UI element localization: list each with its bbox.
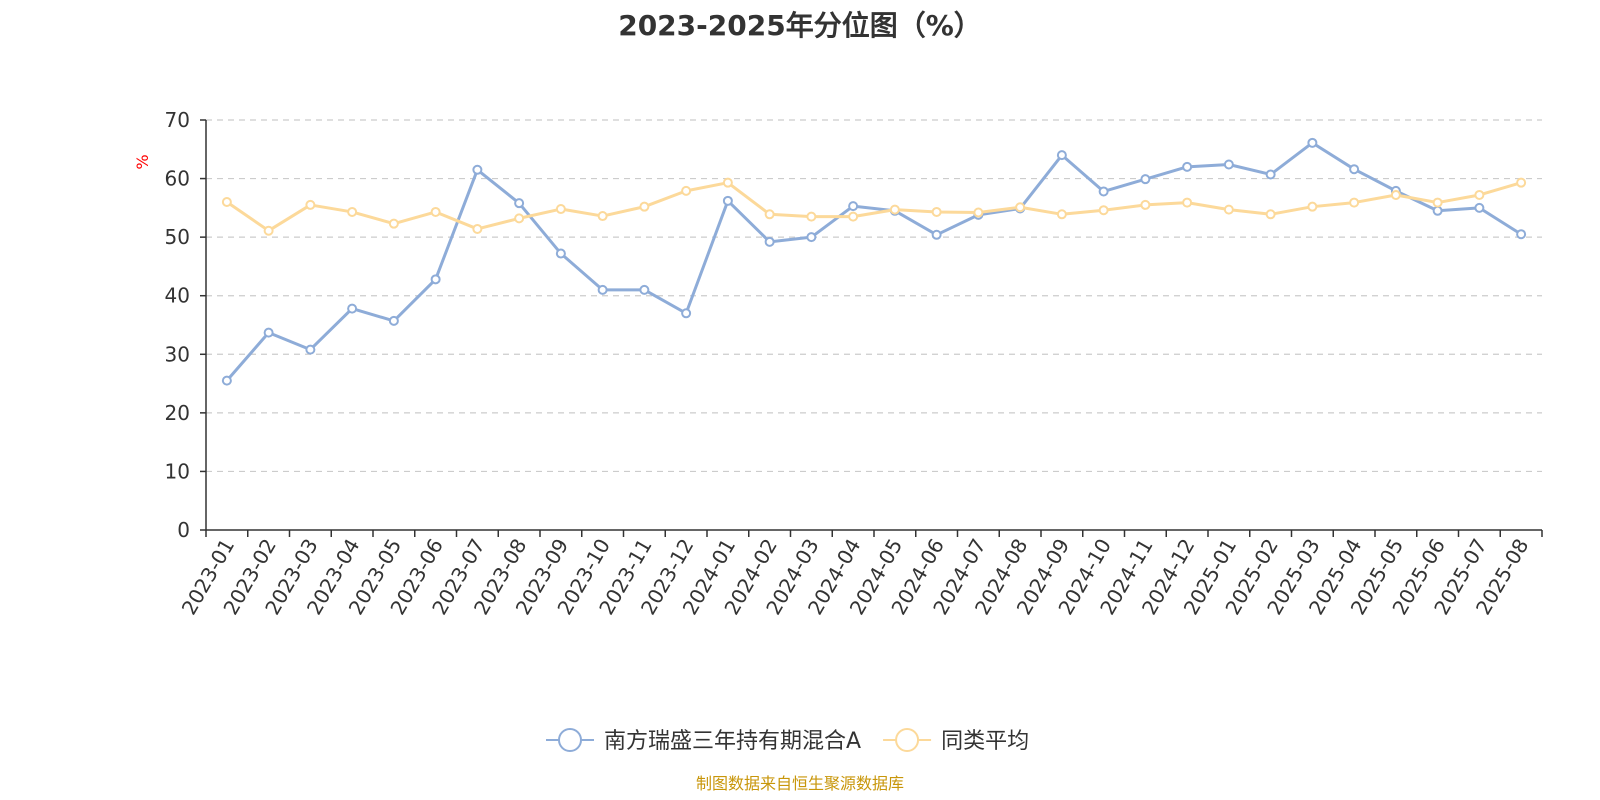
data-point[interactable] (1307, 201, 1318, 212)
y-tick-label: 20 (165, 401, 190, 425)
y-tick-label: 0 (177, 518, 190, 542)
data-point[interactable] (848, 211, 859, 222)
chart-title: 2023-2025年分位图（%） (618, 9, 982, 42)
data-point[interactable] (848, 201, 859, 212)
data-point[interactable] (1182, 161, 1193, 172)
series-line (226, 181, 1522, 233)
data-point[interactable] (1265, 169, 1276, 180)
data-point[interactable] (639, 284, 650, 295)
data-point[interactable] (1307, 137, 1318, 148)
data-point[interactable] (472, 223, 483, 234)
y-axis: 0 10 20 30 40 50 60 70% (133, 108, 207, 542)
data-point[interactable] (1265, 209, 1276, 220)
data-point[interactable] (597, 284, 608, 295)
data-point[interactable] (221, 375, 232, 386)
data-point[interactable] (1056, 209, 1067, 220)
data-point[interactable] (1474, 202, 1485, 213)
data-point[interactable] (1056, 150, 1067, 161)
data-point[interactable] (806, 232, 817, 243)
data-point[interactable] (430, 274, 441, 285)
data-point[interactable] (263, 327, 274, 338)
y-tick-label: 70 (165, 108, 190, 132)
data-point[interactable] (263, 225, 274, 236)
data-point[interactable] (889, 204, 900, 215)
data-point[interactable] (806, 211, 817, 222)
data-point[interactable] (597, 211, 608, 222)
data-point[interactable] (1182, 197, 1193, 208)
data-point[interactable] (1140, 199, 1151, 210)
data-point[interactable] (472, 164, 483, 175)
data-point[interactable] (305, 344, 316, 355)
data-point[interactable] (347, 303, 358, 314)
data-point[interactable] (722, 177, 733, 188)
data-point[interactable] (1432, 197, 1443, 208)
data-point[interactable] (555, 248, 566, 259)
data-point[interactable] (764, 236, 775, 247)
data-point[interactable] (681, 185, 692, 196)
series-1 (221, 177, 1527, 236)
data-point[interactable] (764, 209, 775, 220)
y-tick-label: 10 (165, 459, 190, 483)
legend-item-1[interactable]: 同类平均 (883, 728, 1029, 754)
data-point[interactable] (388, 218, 399, 229)
data-point[interactable] (1349, 197, 1360, 208)
series-0 (221, 137, 1527, 386)
data-point[interactable] (514, 213, 525, 224)
data-point[interactable] (931, 229, 942, 240)
data-point[interactable] (1474, 189, 1485, 200)
legend: 南方瑞盛三年持有期混合A 同类平均 (546, 728, 1029, 754)
data-point[interactable] (1098, 205, 1109, 216)
legend-marker (895, 728, 920, 752)
data-point[interactable] (1349, 164, 1360, 175)
data-point[interactable] (221, 197, 232, 207)
data-point[interactable] (305, 199, 316, 210)
data-point[interactable] (639, 201, 650, 212)
data-point[interactable] (1223, 204, 1234, 215)
data-point[interactable] (931, 206, 942, 217)
series-line (225, 141, 1522, 382)
legend-label: 南方瑞盛三年持有期混合A (604, 729, 861, 754)
data-point[interactable] (1516, 177, 1527, 188)
data-point[interactable] (430, 206, 441, 217)
data-point[interactable] (1223, 159, 1234, 170)
series-layer (221, 137, 1527, 386)
y-tick-label: 50 (165, 225, 190, 249)
data-point[interactable] (681, 308, 692, 319)
data-point[interactable] (1140, 174, 1151, 185)
legend-marker (558, 728, 582, 752)
data-point[interactable] (722, 195, 733, 206)
data-point[interactable] (514, 198, 525, 209)
data-point[interactable] (1390, 189, 1401, 200)
data-point[interactable] (347, 206, 358, 217)
data-point[interactable] (1098, 186, 1109, 197)
legend-label: 同类平均 (941, 729, 1029, 754)
legend-item-0[interactable]: 南方瑞盛三年持有期混合A (546, 728, 861, 754)
data-point[interactable] (1432, 205, 1443, 216)
data-point[interactable] (1516, 229, 1527, 240)
data-point[interactable] (973, 207, 984, 218)
data-source-note: 制图数据来自恒生聚源数据库 (695, 774, 904, 793)
y-tick-label: 40 (165, 284, 190, 308)
data-point[interactable] (388, 315, 399, 326)
x-axis: 2023-012023-022023-032023-042023-052023-… (177, 529, 1543, 619)
y-tick-label: 30 (165, 342, 190, 366)
data-point[interactable] (555, 204, 566, 215)
grid-lines (206, 119, 1542, 473)
y-tick-label: 60 (165, 167, 190, 191)
data-point[interactable] (1015, 202, 1026, 213)
y-axis-label: % (133, 154, 152, 169)
